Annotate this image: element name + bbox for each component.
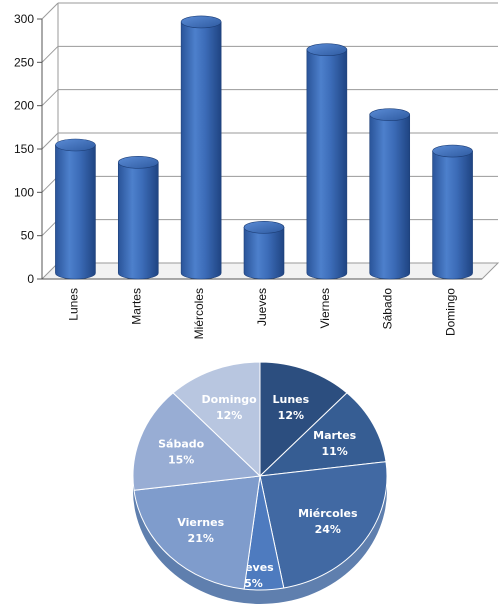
- pie-slice-label: Martes: [313, 429, 357, 442]
- y-tick-label: 300: [14, 12, 34, 26]
- y-tick-label: 150: [14, 142, 34, 156]
- gridline-diagonal: [41, 89, 59, 107]
- y-tick-label: 250: [14, 55, 34, 69]
- pie-slice-label: Viernes: [177, 516, 224, 529]
- bar: [369, 108, 411, 280]
- bar: [117, 156, 159, 280]
- bar: [243, 221, 285, 280]
- pie-slice-label: Domingo: [202, 393, 258, 406]
- bar-body: [306, 49, 348, 280]
- pie-slice-percent: 5%: [244, 577, 263, 590]
- bar-top: [117, 156, 159, 169]
- bar-chart: 0 50 100 150 200 250 300 Lunes Martes Miércoles Ju…: [14, 2, 500, 339]
- bar: [432, 144, 473, 280]
- pie-chart: Lunes12%Martes11%Miércoles24%Jueves5%Vie…: [132, 361, 388, 604]
- pie-slice-wedge: [133, 475, 261, 590]
- x-tick-label: Domingo: [444, 288, 458, 336]
- bar-top: [306, 43, 348, 56]
- bar-top: [432, 144, 473, 158]
- bar: [55, 138, 96, 280]
- pie-slice-label: Sábado: [158, 438, 205, 451]
- pie-slice-label: Lunes: [273, 393, 310, 406]
- bar-top: [180, 15, 222, 29]
- pie-slice-wedge: [258, 392, 387, 477]
- x-tick-label: Martes: [129, 288, 143, 325]
- bar-top: [243, 221, 285, 234]
- pie-slice-percent: 12%: [216, 409, 242, 422]
- gridline-diagonal: [41, 2, 59, 20]
- gridline-diagonal: [41, 45, 59, 63]
- bar-body: [243, 227, 285, 280]
- bar-top: [55, 138, 96, 152]
- pie-slice-wedge: [259, 461, 388, 589]
- pie-slice-wedge: [259, 361, 348, 478]
- pie-slice: Miércoles 24%: [259, 461, 388, 589]
- x-tick-label: Jueves: [255, 288, 269, 326]
- y-tick-label: 100: [14, 185, 34, 199]
- pie-slice-percent: 12%: [278, 409, 304, 422]
- bar-body: [432, 150, 473, 280]
- gridline-diagonal: [41, 132, 59, 150]
- x-tick-label: Viernes: [318, 288, 332, 328]
- x-tick-label: Lunes: [66, 288, 80, 321]
- bar-body: [55, 144, 96, 280]
- bar-body: [180, 21, 222, 280]
- pie-slice: Sábado 15%: [132, 392, 262, 491]
- bar-body: [117, 162, 159, 280]
- pie-slice-percent: 15%: [168, 454, 194, 467]
- pie-slice-percent: 11%: [322, 445, 348, 458]
- bar: [180, 15, 222, 280]
- y-tick-label: 200: [14, 99, 34, 113]
- x-tick-label: Sábado: [381, 288, 395, 330]
- y-tick-label: 0: [27, 272, 34, 286]
- y-tick-label: 50: [21, 229, 35, 243]
- pie-slice-percent: 24%: [315, 523, 341, 536]
- bar-top: [369, 108, 411, 121]
- bar-body: [369, 114, 411, 280]
- pie-slice-wedge: [132, 392, 262, 491]
- x-tick-label: Miércoles: [192, 288, 206, 339]
- bar: [306, 43, 348, 280]
- pie-slice: Domingo 12%: [172, 361, 261, 478]
- pie-slice: Viernes 21%: [133, 475, 261, 590]
- pie-slice-wedge: [172, 361, 261, 478]
- pie-slice: Martes 11%: [258, 392, 387, 477]
- pie-slice: Lunes 12%: [259, 361, 348, 478]
- pie-slice-label: Miércoles: [298, 507, 358, 520]
- pie-slice-percent: 21%: [188, 532, 214, 545]
